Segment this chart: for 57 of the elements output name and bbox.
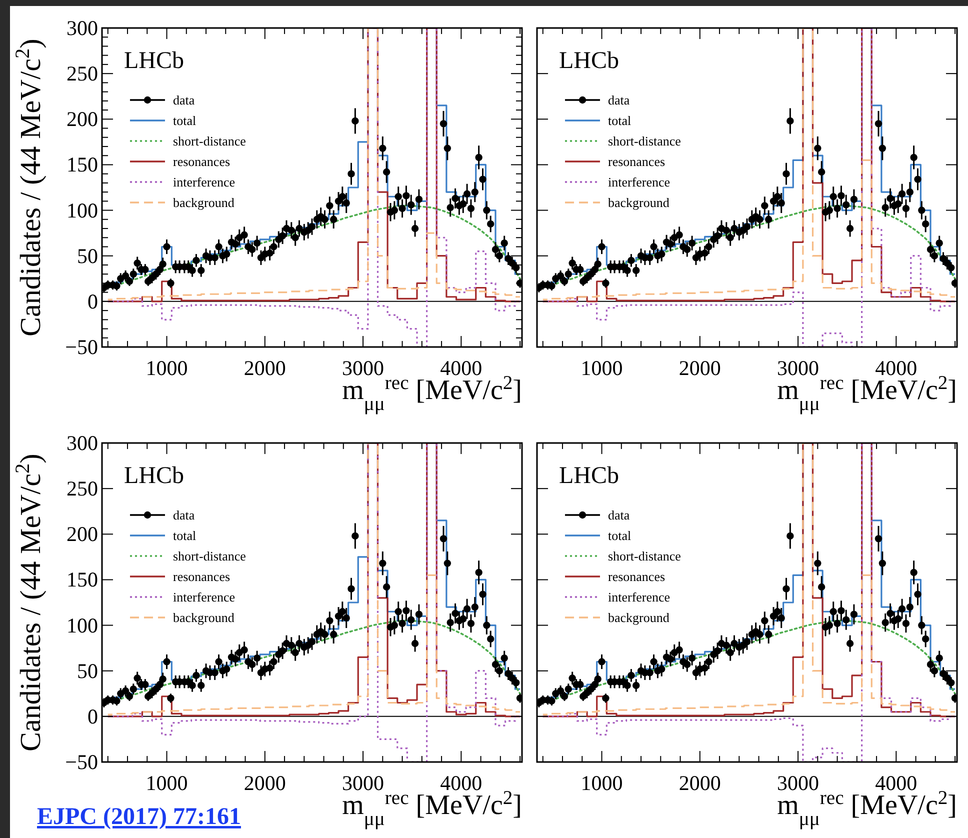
y-tick-label: 200 bbox=[66, 522, 98, 546]
legend-label: resonances bbox=[173, 569, 230, 584]
legend-label: resonances bbox=[608, 154, 666, 169]
legend-label: short-distance bbox=[173, 134, 246, 148]
y-tick-label: 100 bbox=[66, 198, 98, 222]
y-tick-label: 200 bbox=[66, 107, 98, 132]
legend-label: interference bbox=[608, 590, 670, 604]
legend-label: data bbox=[608, 92, 630, 108]
legend-label: resonances bbox=[608, 569, 666, 584]
y-tick-label: −50 bbox=[65, 750, 98, 774]
x-tick-label: 1000 bbox=[580, 771, 623, 795]
y-tick-label: −50 bbox=[65, 335, 98, 359]
legend-label: total bbox=[173, 528, 196, 543]
y-tick-label: 50 bbox=[77, 244, 98, 268]
legend-label: background bbox=[608, 610, 670, 625]
annotation: LHCb bbox=[124, 48, 184, 74]
y-tick-label: 250 bbox=[66, 476, 98, 501]
legend-label: total bbox=[173, 113, 196, 128]
y-tick-label: 250 bbox=[66, 62, 98, 86]
legend-label: data bbox=[608, 508, 630, 522]
legend-label: short-distance bbox=[608, 548, 682, 564]
legend-label: total bbox=[608, 528, 632, 543]
x-tick-label: 2000 bbox=[244, 356, 286, 380]
legend-label: resonances bbox=[173, 154, 230, 169]
x-tick-label: 4000 bbox=[440, 356, 482, 380]
legend-label: short-distance bbox=[608, 134, 682, 148]
legend-label: data bbox=[173, 92, 195, 108]
x-tick-label: 4000 bbox=[440, 771, 482, 795]
legend-label: short-distance bbox=[173, 548, 246, 564]
annotation: LHCb bbox=[559, 463, 619, 489]
legend-label: interference bbox=[608, 174, 670, 190]
legend-label: background bbox=[173, 195, 235, 210]
legend-label: background bbox=[608, 195, 670, 210]
text: EJPC (2017) 77:161 bbox=[37, 804, 241, 830]
legend-label: interference bbox=[173, 590, 236, 604]
x-tick-label: 4000 bbox=[875, 771, 918, 795]
x-tick-label: 2000 bbox=[678, 356, 721, 380]
y-tick-label: 100 bbox=[66, 613, 98, 638]
y-tick-label: 150 bbox=[66, 568, 98, 592]
x-tick-label: 2000 bbox=[244, 771, 286, 795]
x-tick-label: 4000 bbox=[875, 356, 918, 380]
annotation: LHCb bbox=[124, 463, 184, 489]
x-tick-label: 1000 bbox=[146, 356, 188, 380]
y-tick-label: 0 bbox=[88, 704, 98, 728]
y-tick-label: 50 bbox=[77, 658, 98, 683]
y-tick-label: 150 bbox=[66, 152, 98, 177]
x-tick-label: 2000 bbox=[678, 771, 721, 795]
x-tick-label: 1000 bbox=[580, 356, 623, 380]
x-tick-label: 1000 bbox=[146, 771, 188, 795]
legend-label: interference bbox=[173, 174, 236, 190]
legend-label: data bbox=[173, 508, 195, 522]
y-tick-label: 300 bbox=[66, 16, 98, 40]
legend-label: background bbox=[173, 610, 235, 625]
y-tick-label: 0 bbox=[88, 289, 98, 314]
legend-label: total bbox=[608, 113, 632, 128]
y-tick-label: 300 bbox=[66, 431, 98, 455]
annotation: LHCb bbox=[559, 48, 619, 74]
